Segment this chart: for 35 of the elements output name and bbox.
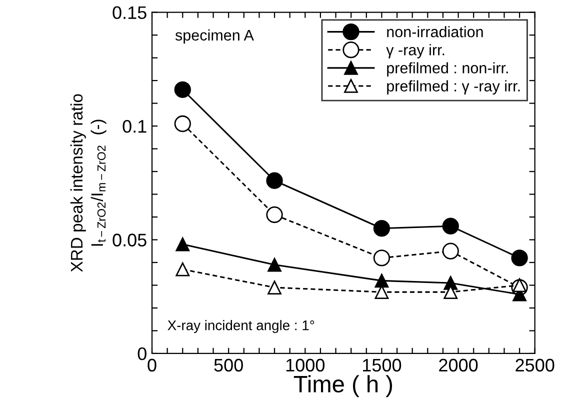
point <box>266 172 283 189</box>
point <box>512 278 526 292</box>
point <box>374 285 389 299</box>
legend-label: non-irradiation <box>387 26 483 38</box>
y-tick-label: 0.15 <box>112 6 146 20</box>
legend-label: prefilmed : non-irr. <box>387 62 508 76</box>
point <box>374 274 389 288</box>
y-axis-title: XRD peak intensity ratio I$_{t−ZrO2}$/I$_{m−ZrO2}$ (-) <box>70 94 106 272</box>
point <box>511 250 528 266</box>
x-tick-label: 0 <box>148 358 156 372</box>
x-tick-label: 2500 <box>516 358 554 372</box>
y-tick-label: 0 <box>138 347 146 360</box>
x-axis-title: Time ( h ) <box>294 375 392 398</box>
point <box>174 115 191 132</box>
legend-label: γ -ray irr. <box>386 44 444 58</box>
point <box>266 206 283 224</box>
point <box>442 218 459 234</box>
y-tick-label: 0.05 <box>112 234 146 246</box>
x-tick-label: 1000 <box>286 358 325 372</box>
point <box>268 258 282 272</box>
x-tick-label: 2000 <box>439 358 478 372</box>
point <box>373 250 390 266</box>
x-tick-label: 500 <box>214 358 243 372</box>
point <box>176 262 190 276</box>
x-tick-label: 1500 <box>363 358 402 372</box>
point <box>268 280 282 294</box>
point <box>176 237 190 252</box>
annotation: X-ray incident angle : 1° <box>168 320 314 333</box>
y-tick-label: 0.1 <box>122 120 146 133</box>
legend-label: prefilmed : γ -ray irr. <box>387 80 520 95</box>
annotation: specimen A <box>175 29 254 44</box>
point <box>444 285 458 299</box>
point <box>373 220 390 237</box>
point <box>442 242 459 260</box>
point <box>174 81 191 98</box>
